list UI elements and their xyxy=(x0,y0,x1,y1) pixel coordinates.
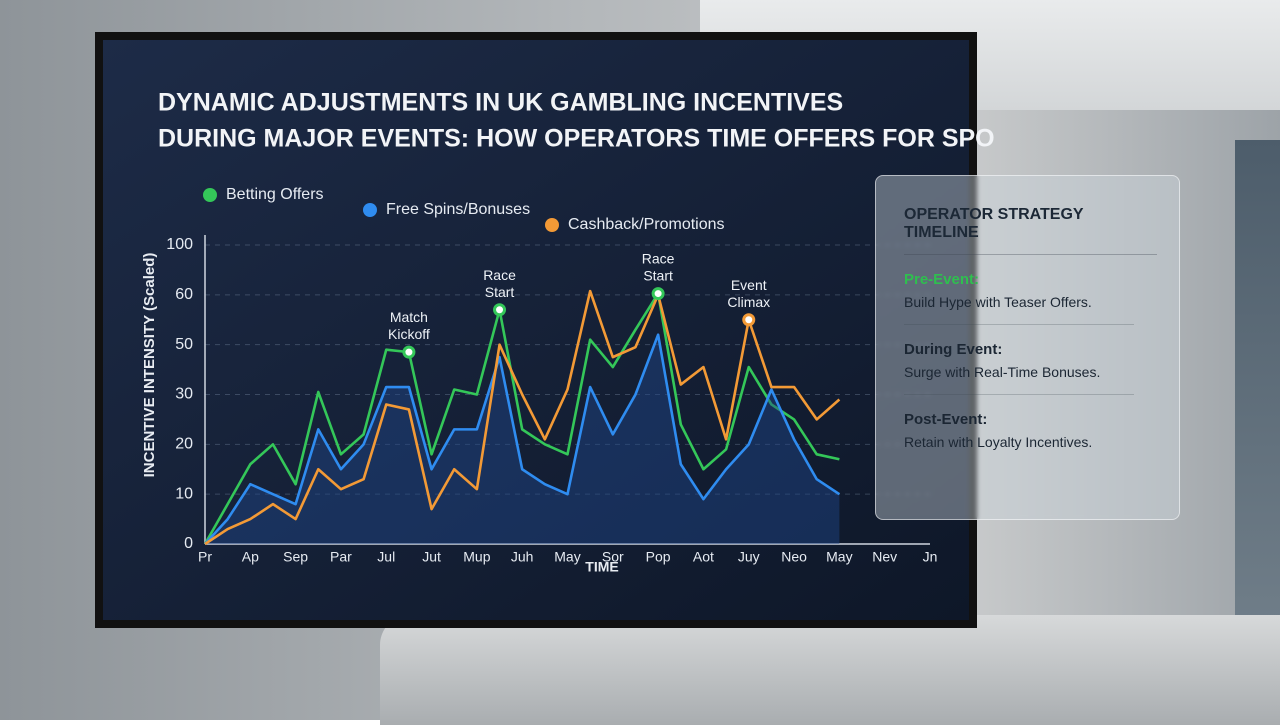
y-axis-label: INCENTIVE INTENSITY (Scaled) xyxy=(141,253,158,478)
x-tick-label: Par xyxy=(330,549,352,565)
x-axis-label: TIME xyxy=(585,559,618,575)
y-tick-label: 20 xyxy=(175,436,193,453)
x-tick-label: Aot xyxy=(693,549,714,565)
legend-label: Betting Offers xyxy=(226,186,324,203)
annotation: Race Start xyxy=(642,250,675,283)
x-tick-label: Pop xyxy=(646,549,671,565)
x-tick-label: Jn xyxy=(923,549,938,565)
x-tick-label: Mup xyxy=(463,549,490,565)
x-tick-label: Jul xyxy=(377,549,395,565)
x-tick-label: Nev xyxy=(872,549,897,565)
x-tick-label: Juy xyxy=(738,549,760,565)
y-tick-label: 50 xyxy=(175,336,193,353)
series-line xyxy=(204,289,841,546)
legend-marker xyxy=(545,218,559,232)
legend-marker xyxy=(363,203,377,217)
y-tick-label: 100 xyxy=(166,236,193,253)
panel-item-text: Surge with Real-Time Bonuses. xyxy=(904,364,1101,380)
x-tick-label: Neo xyxy=(781,549,807,565)
y-tick-label: 30 xyxy=(175,386,193,403)
panel-items: Pre-Event: Build Hype with Teaser Offers.… xyxy=(904,255,1157,464)
series-line xyxy=(204,333,841,545)
panel-item: During Event: Surge with Real-Time Bonuse… xyxy=(904,325,1134,395)
x-tick-label: May xyxy=(826,549,852,565)
plot-area: 0 10 20 30 50 60 100 Pr Ap Sep Par Jul Jut Mup Juh May S… xyxy=(166,235,937,565)
y-tick-label: 10 xyxy=(175,485,193,502)
legend-label: Free Spins/Bonuses xyxy=(386,201,530,218)
panel-item-label: During Event: xyxy=(904,341,1003,358)
y-tick-label: 60 xyxy=(175,286,193,303)
event-marker xyxy=(742,313,756,327)
legend-label: Cashback/Promotions xyxy=(568,216,725,233)
panel-item: Post-Event: Retain with Loyalty Incentive… xyxy=(904,395,1134,464)
area-fill xyxy=(205,334,840,544)
x-tick-label: Pr xyxy=(198,549,212,565)
x-tick-label: Ap xyxy=(242,549,259,565)
legend: Betting Offers Free Spins/Bonuses Cashback… xyxy=(203,186,725,233)
meeting-table xyxy=(380,615,1280,725)
y-tick-label: 0 xyxy=(184,535,193,552)
panel-item: Pre-Event: Build Hype with Teaser Offers. xyxy=(904,255,1134,325)
strategy-panel: OPERATOR STRATEGY TIMELINE Pre-Event: Bui… xyxy=(875,175,1180,520)
x-tick-label: Juh xyxy=(511,549,534,565)
event-marker xyxy=(651,287,665,301)
window xyxy=(1235,140,1280,620)
x-tick-label: Sep xyxy=(283,549,308,565)
chart-title: DURING MAJOR EVENTS: HOW OPERATORS TIME … xyxy=(158,125,995,153)
x-tick-label: Jut xyxy=(422,549,441,565)
panel-item-label: Post-Event: xyxy=(904,411,988,428)
annotation: Race Start xyxy=(483,266,516,299)
event-marker xyxy=(493,303,507,317)
panel-item-text: Build Hype with Teaser Offers. xyxy=(904,294,1092,310)
chart-title: DYNAMIC ADJUSTMENTS IN UK GAMBLING INCEN… xyxy=(158,89,843,117)
series-line xyxy=(203,292,840,545)
x-tick-label: May xyxy=(554,549,580,565)
annotation: Event Climax xyxy=(727,276,770,309)
panel-title: OPERATOR STRATEGY TIMELINE xyxy=(904,206,1157,255)
screen xyxy=(103,40,969,620)
panel-item-label: Pre-Event: xyxy=(904,271,980,288)
annotation: Match Kickoff xyxy=(388,309,430,342)
legend-marker xyxy=(203,188,217,202)
event-marker xyxy=(402,345,416,359)
x-tick-label: Sor xyxy=(602,549,624,565)
panel-item-text: Retain with Loyalty Incentives. xyxy=(904,434,1093,450)
